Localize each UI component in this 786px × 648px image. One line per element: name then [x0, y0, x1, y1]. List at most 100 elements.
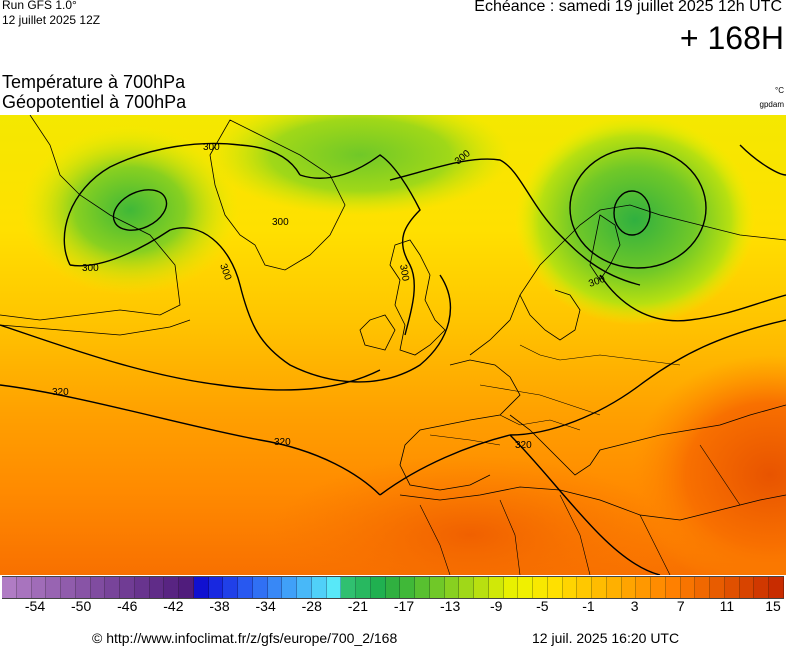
color-swatch: [547, 577, 563, 598]
color-swatch: [193, 577, 209, 598]
color-swatch: [474, 577, 489, 598]
color-swatch: [16, 577, 32, 598]
color-swatch: [577, 577, 592, 598]
color-swatch: [31, 577, 47, 598]
tick-label: -46: [117, 598, 138, 614]
contour-inner-scandinavia-low: [613, 190, 651, 236]
tick-label: 3: [630, 598, 639, 614]
contour-320-atlantic: [0, 384, 381, 496]
color-swatch: [518, 577, 533, 598]
cold-anomaly-arctic: [210, 115, 510, 215]
color-swatch: [164, 577, 179, 598]
color-swatch: [739, 577, 755, 598]
color-swatch: [149, 577, 165, 598]
color-swatch: [282, 577, 297, 598]
coastlines: [0, 115, 786, 521]
temperature-color-scale: [2, 576, 784, 599]
contour-300-norwegian-sea: [389, 158, 641, 286]
color-swatch: [90, 577, 106, 598]
contour-label: 320: [515, 440, 532, 451]
tick-label: -28: [301, 598, 322, 614]
color-swatch: [326, 577, 342, 598]
color-swatch: [636, 577, 651, 598]
map-svg: 300 300 300 300 300 300 300 320 320 320: [0, 115, 786, 575]
color-swatch: [120, 577, 135, 598]
color-scale-tick-labels: -54 -50 -46 -42 -38 -34 -28 -21 -17 -13 -9 -5 -1 3 7 11…: [0, 598, 786, 618]
color-swatch: [238, 577, 253, 598]
contour-300-north-atlantic: [299, 154, 421, 336]
variable-temperature-title: Température à 700hPa: [2, 72, 186, 92]
contour-320-europe: [379, 319, 786, 496]
unit-geopotential: gpdam: [759, 100, 784, 109]
color-swatch: [297, 577, 312, 598]
tick-label: -38: [209, 598, 230, 614]
color-swatch: [724, 577, 740, 598]
color-swatch: [695, 577, 710, 598]
color-swatch: [621, 577, 637, 598]
contour-300-south: [0, 324, 381, 391]
contour-300-scandinavia-low: [569, 147, 707, 269]
tick-label: -54: [24, 598, 46, 614]
color-swatch: [46, 577, 61, 598]
contour-300-atlantic: [69, 227, 452, 383]
contour-320-mediterranean: [509, 434, 661, 575]
tick-label: -13: [440, 598, 461, 614]
contour-label: 300: [82, 263, 99, 274]
unit-temperature: °C: [775, 86, 784, 95]
color-swatch: [179, 577, 194, 598]
heat-anomaly-north-africa: [270, 455, 670, 575]
tick-label: 7: [676, 598, 685, 614]
color-swatch: [208, 577, 224, 598]
contour-label: 300: [272, 217, 289, 228]
color-swatch: [385, 577, 401, 598]
cold-anomaly-greenland-west: [20, 125, 240, 295]
tick-label: -21: [347, 598, 368, 614]
forecast-valid-time: Echéance : samedi 19 juillet 2025 12h UT…: [474, 0, 782, 15]
color-swatch: [459, 577, 474, 598]
color-swatch: [311, 577, 327, 598]
color-swatch: [134, 577, 150, 598]
color-swatch: [444, 577, 460, 598]
run-date: 12 juillet 2025 12Z: [2, 13, 101, 27]
contour-label: 300: [397, 264, 411, 283]
contour-300-baltic: [599, 274, 786, 322]
contour-label: 320: [52, 387, 69, 398]
color-swatch: [503, 577, 519, 598]
country-borders: [419, 344, 741, 575]
color-swatch: [105, 577, 120, 598]
color-swatch: [356, 577, 371, 598]
tick-label: 15: [765, 598, 781, 614]
color-swatch: [488, 577, 504, 598]
color-swatch: [651, 577, 666, 598]
tick-label: -5: [536, 598, 549, 614]
color-swatch: [415, 577, 430, 598]
tick-label: -17: [393, 598, 415, 614]
copyright-url[interactable]: © http://www.infoclimat.fr/z/gfs/europe/…: [92, 630, 398, 646]
tick-label: -9: [490, 598, 503, 614]
color-swatch: [562, 577, 578, 598]
color-swatch: [710, 577, 725, 598]
color-swatch: [680, 577, 696, 598]
cold-anomaly-scandinavia: [515, 115, 755, 325]
contour-low-greenland-west: [112, 189, 168, 231]
color-swatch: [223, 577, 238, 598]
tick-label: -1: [582, 598, 595, 614]
tick-label: -42: [163, 598, 184, 614]
contour-300-greenland-west: [63, 142, 301, 266]
contour-label: 300: [203, 142, 220, 153]
run-title: Run GFS 1.0°: [2, 0, 77, 12]
heat-anomaly-middle-east: [630, 355, 786, 575]
geopotential-contours: [0, 142, 786, 575]
color-swatch: [754, 577, 769, 598]
color-swatch: [400, 577, 415, 598]
color-swatch: [533, 577, 548, 598]
color-swatch: [592, 577, 607, 598]
color-swatch: [2, 577, 17, 598]
color-swatch: [429, 577, 445, 598]
lead-time: + 168H: [679, 20, 784, 56]
color-swatch: [370, 577, 386, 598]
contour-northeast: [739, 144, 786, 176]
color-swatch: [769, 577, 784, 598]
tick-label: -50: [71, 598, 92, 614]
generated-timestamp: 12 juil. 2025 16:20 UTC: [532, 630, 680, 646]
